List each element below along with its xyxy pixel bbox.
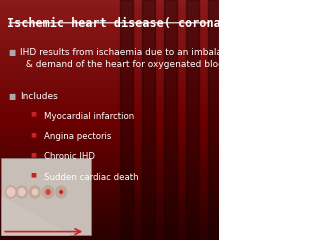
Bar	[0, 164, 219, 168]
Bar	[0, 160, 219, 164]
Bar	[0, 76, 219, 80]
Bar	[0, 128, 219, 132]
Bar	[0, 56, 219, 60]
Bar	[0, 36, 219, 40]
Circle shape	[19, 188, 25, 196]
Bar	[0, 68, 219, 72]
Circle shape	[43, 186, 53, 198]
FancyBboxPatch shape	[1, 158, 91, 235]
Bar	[0, 100, 219, 104]
Text: ■: ■	[31, 152, 36, 157]
Bar	[0, 208, 219, 212]
Bar	[0, 116, 219, 120]
Text: Chronic IHD: Chronic IHD	[44, 152, 95, 162]
Circle shape	[16, 186, 27, 198]
Bar	[0, 204, 219, 208]
Bar	[0, 92, 219, 96]
Bar	[0, 172, 219, 176]
Bar	[0, 144, 219, 148]
Circle shape	[32, 189, 37, 195]
Bar	[0, 52, 219, 56]
Bar	[0, 44, 219, 48]
Bar	[0, 84, 219, 88]
Bar	[0, 148, 219, 152]
Text: Myocardial infarction: Myocardial infarction	[44, 112, 134, 120]
Text: Ischemic heart disease( coronary artery disease): Ischemic heart disease( coronary artery …	[6, 17, 320, 30]
Bar	[0, 64, 219, 68]
Bar	[0, 60, 219, 64]
Bar	[0, 212, 219, 216]
Bar	[0, 184, 219, 188]
Bar	[0, 156, 219, 160]
Bar	[0, 152, 219, 156]
Bar	[0, 4, 219, 8]
Bar	[0, 28, 219, 32]
Bar	[0, 200, 219, 204]
Text: ■: ■	[31, 112, 36, 117]
Bar	[0, 140, 219, 144]
Bar	[0, 224, 219, 228]
Text: ■: ■	[9, 48, 16, 57]
Bar	[208, 0, 221, 240]
Bar	[0, 136, 219, 140]
Bar	[0, 12, 219, 16]
Bar	[0, 16, 219, 20]
Bar	[0, 120, 219, 124]
Circle shape	[60, 191, 62, 193]
Bar	[0, 0, 219, 4]
Circle shape	[7, 188, 15, 196]
Bar	[0, 168, 219, 172]
Text: ■: ■	[9, 92, 16, 101]
Bar	[0, 220, 219, 224]
Bar	[0, 80, 219, 84]
Bar	[0, 196, 219, 200]
Bar	[164, 0, 177, 240]
Bar	[0, 228, 219, 232]
Bar	[120, 0, 133, 240]
Bar	[0, 108, 219, 112]
Text: ■: ■	[31, 132, 36, 137]
Bar	[0, 24, 219, 28]
Bar	[0, 216, 219, 220]
Bar	[0, 96, 219, 100]
Bar	[0, 104, 219, 108]
Bar	[0, 124, 219, 128]
Circle shape	[46, 190, 50, 194]
Bar	[0, 88, 219, 92]
Bar	[0, 20, 219, 24]
Text: Sudden cardiac death: Sudden cardiac death	[44, 173, 138, 182]
Bar	[0, 188, 219, 192]
Bar	[0, 32, 219, 36]
Bar	[0, 232, 219, 236]
Text: Angina pectoris: Angina pectoris	[44, 132, 111, 141]
Bar	[0, 180, 219, 184]
Text: ■: ■	[31, 173, 36, 178]
Bar	[0, 8, 219, 12]
Bar	[0, 176, 219, 180]
Circle shape	[5, 186, 16, 198]
Circle shape	[29, 186, 40, 198]
Text: Includes: Includes	[20, 92, 57, 101]
Bar	[0, 72, 219, 76]
Bar	[0, 192, 219, 196]
Bar	[186, 0, 199, 240]
Polygon shape	[2, 197, 70, 235]
Bar	[0, 112, 219, 116]
Circle shape	[56, 186, 67, 198]
Bar	[142, 0, 155, 240]
Bar	[0, 48, 219, 52]
Bar	[0, 236, 219, 240]
Bar	[0, 40, 219, 44]
Text: IHD results from ischaemia due to an imbalance between the supply
  & demand of : IHD results from ischaemia due to an imb…	[20, 48, 320, 69]
Bar	[0, 132, 219, 136]
